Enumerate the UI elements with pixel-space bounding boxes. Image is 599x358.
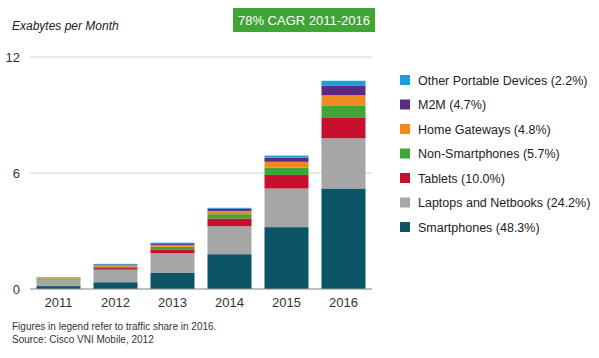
legend-label: Other Portable Devices (2.2%) xyxy=(418,74,588,88)
category-label: 2012 xyxy=(101,295,130,310)
bar-segment xyxy=(37,278,81,280)
bar-segment xyxy=(151,242,195,244)
legend-swatch xyxy=(400,100,410,110)
annotation: 78% CAGR 2011-2016 xyxy=(238,13,370,28)
bar-segment xyxy=(94,263,138,265)
axis-label: Exabytes per Month xyxy=(12,19,119,33)
bar-segment xyxy=(322,81,366,86)
bar-segment xyxy=(94,264,138,266)
legend-label: Tablets (10.0%) xyxy=(418,172,505,186)
bar-segment xyxy=(37,277,81,278)
bar-segment xyxy=(37,278,81,279)
bar-segment xyxy=(322,117,366,138)
bar-segment xyxy=(322,85,366,95)
source: Source: Cisco VNI Mobile, 2012 xyxy=(12,334,154,345)
x-axis-line xyxy=(30,289,372,290)
tick-label: 12 xyxy=(6,50,20,65)
bar-segment xyxy=(208,218,252,226)
bar-segment xyxy=(208,211,252,214)
bar-segment xyxy=(265,175,309,189)
bar-segment xyxy=(208,226,252,254)
grid-line xyxy=(30,57,372,58)
bar-segment xyxy=(322,138,366,188)
bar-segment xyxy=(151,253,195,272)
bar-segment xyxy=(37,277,81,278)
bar-segment xyxy=(94,270,138,283)
bar-segment xyxy=(151,245,195,247)
legend-label: M2M (4.7%) xyxy=(418,98,486,112)
bar-segment xyxy=(208,214,252,218)
bar-segment xyxy=(208,254,252,289)
legend-swatch xyxy=(400,149,410,159)
legend-label: Non-Smartphones (5.7%) xyxy=(418,147,560,161)
grid-line xyxy=(30,173,372,174)
category-label: 2014 xyxy=(215,295,244,310)
bar-segment xyxy=(94,282,138,289)
bar-segment xyxy=(265,156,309,158)
legend-label: Smartphones (48.3%) xyxy=(418,221,540,235)
bar-segment xyxy=(151,249,195,253)
tick-label: 6 xyxy=(13,166,20,181)
category-label: 2011 xyxy=(45,295,73,310)
legend-swatch xyxy=(400,124,410,134)
chart: 0 6 12 Exabytes per Month 78% CAGR 2011-2016… xyxy=(0,0,599,358)
bar-segment xyxy=(151,273,195,289)
bar-segment xyxy=(37,277,81,278)
annotation-badge xyxy=(233,8,375,32)
bar-segment xyxy=(151,247,195,250)
legend-swatch xyxy=(400,75,410,85)
bar-segment xyxy=(322,105,366,117)
legend-swatch xyxy=(400,222,410,232)
bar-segment xyxy=(94,267,138,269)
legend-label: Home Gateways (4.8%) xyxy=(418,123,551,137)
bar-segment xyxy=(208,209,252,211)
bar-segment xyxy=(37,279,81,286)
bar-segment xyxy=(265,227,309,289)
bar-segment xyxy=(265,158,309,162)
bar-segment xyxy=(265,168,309,175)
legend-swatch xyxy=(400,198,410,208)
bar-segment xyxy=(151,243,195,245)
tick-label: 0 xyxy=(13,282,20,297)
category-label: 2013 xyxy=(158,295,187,310)
bar-segment xyxy=(322,188,366,289)
category-label: 2015 xyxy=(272,295,301,310)
footnote: Figures in legend refer to traffic share… xyxy=(12,321,216,332)
bar-segment xyxy=(322,95,366,105)
grid-line xyxy=(30,289,372,290)
category-label: 2016 xyxy=(329,295,358,310)
legend-label: Laptops and Netbooks (24.2%) xyxy=(418,196,590,210)
bar-segment xyxy=(94,265,138,266)
bar-segment xyxy=(94,268,138,270)
bar-segment xyxy=(265,188,309,227)
bar-segment xyxy=(208,207,252,209)
legend-swatch xyxy=(400,173,410,183)
bar-segment xyxy=(265,162,309,168)
bars xyxy=(37,81,366,289)
